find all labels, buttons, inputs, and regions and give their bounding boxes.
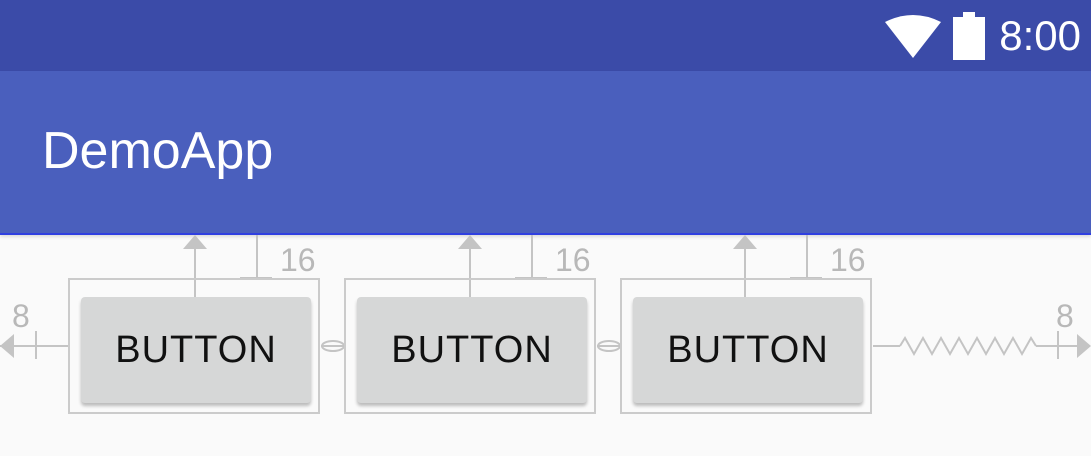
- wifi-icon: [885, 15, 942, 58]
- start-margin-label: 8: [12, 298, 30, 334]
- battery-icon: [953, 12, 986, 60]
- top-constraint-arrow-1: [183, 235, 207, 249]
- app-title: DemoApp: [42, 122, 274, 180]
- button-2-bounds: BUTTON: [344, 278, 596, 414]
- button-2[interactable]: BUTTON: [357, 297, 587, 403]
- start-constraint-arrow: [0, 334, 14, 358]
- layout-editor-canvas: 16 16 16 8 8 BUTTON BUTTON BUTTON: [0, 235, 1091, 456]
- end-constraint-spring: [899, 335, 1037, 357]
- top-constraint-arrow-3: [733, 235, 757, 249]
- app-bar: DemoApp: [0, 71, 1091, 235]
- end-margin-label: 8: [1056, 298, 1074, 334]
- status-icons: 8:00: [885, 8, 1081, 64]
- top-margin-label-3: 16: [830, 242, 866, 278]
- top-constraint-arrow-2: [458, 235, 482, 249]
- button-3-bounds: BUTTON: [620, 278, 872, 414]
- end-constraint-arrow: [1077, 334, 1091, 358]
- status-clock: 8:00: [999, 12, 1081, 59]
- button-3[interactable]: BUTTON: [633, 297, 863, 403]
- button-1-bounds: BUTTON: [68, 278, 320, 414]
- top-margin-label-2: 16: [555, 242, 591, 278]
- top-margin-label-1: 16: [280, 242, 316, 278]
- button-1[interactable]: BUTTON: [81, 297, 311, 403]
- status-bar: 8:00: [0, 0, 1091, 71]
